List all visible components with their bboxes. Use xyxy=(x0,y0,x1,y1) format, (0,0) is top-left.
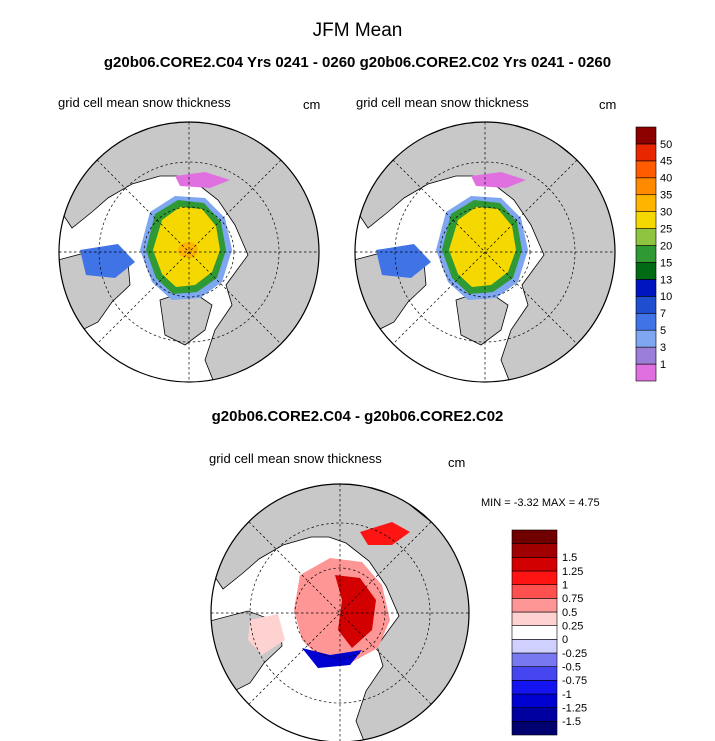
panel-right-units: cm xyxy=(599,97,617,112)
colorbar-swatch xyxy=(511,680,558,695)
colorbar-swatch xyxy=(511,543,558,558)
map-grid-left xyxy=(59,122,319,382)
colorbar-tick-label: 13 xyxy=(660,274,672,286)
colorbar-swatch xyxy=(511,666,558,681)
colorbar-tick-label: 30 xyxy=(660,207,672,219)
map-grid-difference xyxy=(211,484,469,741)
comparison-subtitle: g20b06.CORE2.C04 Yrs 0241 - 0260 g20b06.… xyxy=(103,54,612,71)
min-value: -3.32 xyxy=(513,497,539,509)
colorbar-tick-label: 15 xyxy=(660,257,672,269)
colorbar-tick-label: 0.5 xyxy=(562,607,577,619)
colorbar-tick-label: -0.5 xyxy=(562,662,581,674)
colorbar-tick-label: 7 xyxy=(660,308,666,320)
colorbar-tick-label: -1 xyxy=(562,689,572,701)
colorbar-swatch xyxy=(635,363,657,382)
colorbar-swatch xyxy=(635,194,657,212)
map-panel-difference xyxy=(211,484,469,741)
colorbar-swatch xyxy=(511,625,558,640)
colorbar-tick-label: 0.75 xyxy=(562,593,583,605)
colorbar-swatch xyxy=(635,228,657,246)
diff-field xyxy=(248,614,285,655)
colorbar-swatch xyxy=(635,126,657,145)
map-border-left xyxy=(58,121,320,383)
page-title: JFM Mean xyxy=(312,20,403,41)
colorbar-tick-label: -1.5 xyxy=(562,716,581,728)
colorbar-swatch xyxy=(511,611,558,626)
colorbar-tick-label: 50 xyxy=(660,139,672,151)
colorbar-swatch xyxy=(511,570,558,585)
colorbar-swatch xyxy=(511,652,558,667)
colorbar-swatch xyxy=(635,262,657,280)
diff-field xyxy=(360,522,410,545)
colorbar-tick-label: -0.75 xyxy=(562,675,587,687)
colorbar-swatch xyxy=(511,707,558,722)
snow-field xyxy=(178,242,198,258)
panel-left-units: cm xyxy=(303,97,321,112)
snow-field xyxy=(449,207,516,287)
map-border-right xyxy=(354,121,616,383)
colorbar-swatch xyxy=(511,557,558,572)
difference-title: g20b06.CORE2.C04 - g20b06.CORE2.C02 xyxy=(211,408,504,425)
colorbar-tick-label: 1 xyxy=(660,359,666,371)
panel-diff-units: cm xyxy=(448,455,466,470)
colorbar-tick-label: 35 xyxy=(660,190,672,202)
colorbar-tick-label: 0 xyxy=(562,634,568,646)
map-grid-right xyxy=(355,122,615,382)
colorbar-swatch xyxy=(635,279,657,297)
colorbar-tick-label: -1.25 xyxy=(562,703,587,715)
colorbar-swatch xyxy=(635,245,657,263)
colorbar-swatch xyxy=(635,312,657,331)
max-label: MAX = xyxy=(541,497,576,509)
colorbar-swatch xyxy=(511,693,558,708)
colorbar-tick-label: -0.25 xyxy=(562,648,587,660)
colorbar-tick-label: 10 xyxy=(660,291,672,303)
colorbar-tick-label: 25 xyxy=(660,223,672,235)
diff-field xyxy=(302,648,362,668)
colorbar-difference: -1.5-1.25 -1 -0.75-0.5 -0.25 00.25 0.5 0.751 1.… xyxy=(511,529,587,736)
panel-diff-title: grid cell mean snow thickness xyxy=(209,451,382,466)
colorbar-swatch xyxy=(635,329,657,348)
colorbar-tick-label: 20 xyxy=(660,240,672,252)
diff-field xyxy=(335,575,376,648)
snow-field xyxy=(376,244,431,278)
colorbar-tick-label: 45 xyxy=(660,156,672,168)
map-border-difference xyxy=(210,483,470,741)
panel-right-title: grid cell mean snow thickness xyxy=(356,95,529,110)
colorbar-swatch xyxy=(635,160,657,179)
colorbar-swatch xyxy=(635,346,657,365)
colorbar-tick-label: 5 xyxy=(660,325,666,337)
colorbar-tick-label: 3 xyxy=(660,342,666,354)
max-value: 4.75 xyxy=(578,497,600,509)
colorbar-tick-label: 1 xyxy=(562,580,568,592)
min-max-readout: MIN = -3.32 MAX = 4.75 xyxy=(481,497,600,509)
colorbar-swatch xyxy=(511,721,558,736)
colorbar-tick-label: 1.5 xyxy=(562,552,577,564)
colorbar-swatch xyxy=(635,211,657,229)
snow-field xyxy=(80,244,135,278)
panel-left-title: grid cell mean snow thickness xyxy=(58,95,231,110)
colorbar-tick-label: 0.25 xyxy=(562,621,583,633)
min-label: MIN = xyxy=(481,497,511,509)
colorbar-swatch xyxy=(635,143,657,162)
colorbar-swatch xyxy=(511,584,558,599)
colorbar-swatch xyxy=(511,529,558,544)
colorbar-swatch xyxy=(511,598,558,613)
colorbar-tick-label: 40 xyxy=(660,173,672,185)
colorbar-tick-label: 1.25 xyxy=(562,566,583,578)
colorbar-swatch xyxy=(635,296,657,314)
colorbar-swatch xyxy=(511,639,558,654)
colorbar-swatch xyxy=(635,177,657,196)
